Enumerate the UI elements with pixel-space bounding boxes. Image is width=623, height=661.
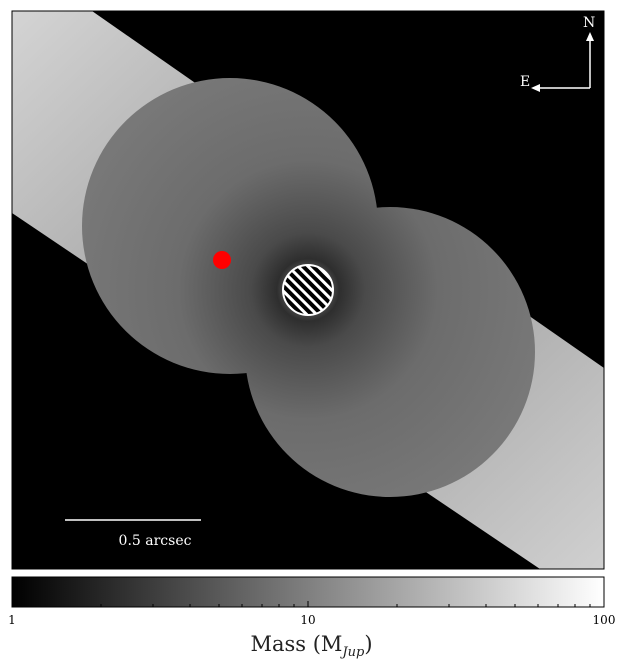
compass — [531, 32, 594, 92]
companion-marker — [213, 251, 231, 269]
colorbar-tick-label: 100 — [592, 613, 616, 627]
colorbar-tick-label: 10 — [300, 613, 316, 627]
compass-north-label: N — [583, 15, 596, 31]
inner-region-lower — [245, 207, 535, 497]
colorbar-tick-label: 1 — [8, 613, 16, 627]
image-frame — [11, 10, 605, 570]
colorbar-ticks — [11, 601, 605, 607]
colorbar-label-sub: Jup — [342, 645, 365, 661]
colorbar-label-close: ) — [364, 632, 373, 656]
mass-map — [12, 11, 604, 569]
scale-bar-label: 0.5 arcsec — [118, 533, 192, 549]
colorbar-label: Mass (MJup) — [0, 632, 623, 660]
coronagraph-mask — [282, 264, 334, 316]
colorbar-label-main: Mass (M — [250, 632, 343, 656]
compass-east-label: E — [520, 74, 531, 90]
north-arrow-icon — [586, 32, 594, 41]
east-arrow-icon — [531, 84, 540, 92]
